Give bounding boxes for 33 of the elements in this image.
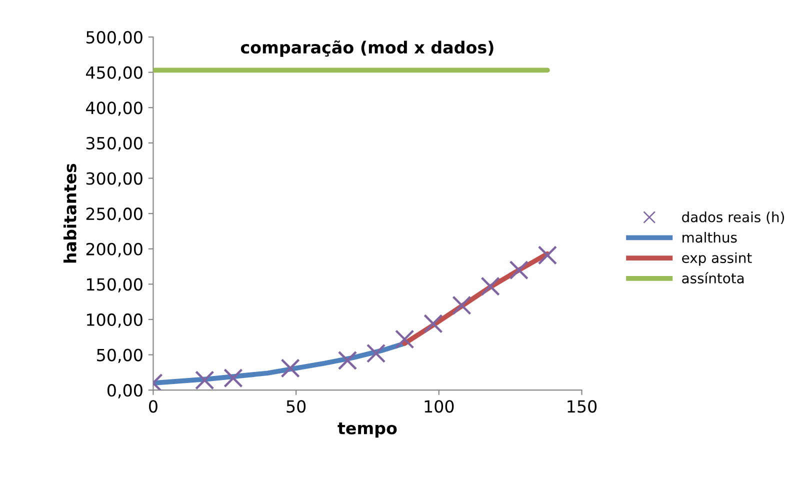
y-tick-label: 400,00 bbox=[86, 102, 142, 116]
x-tick-label: 0 bbox=[149, 400, 158, 413]
legend-label: dados reais (h) bbox=[682, 212, 784, 224]
y-axis-title: habitantes bbox=[63, 164, 76, 263]
legend-label: exp assint bbox=[682, 252, 752, 266]
x-axis-title: tempo bbox=[338, 422, 397, 438]
chart-title: comparação (mod x dados) bbox=[240, 40, 494, 57]
point bbox=[224, 368, 243, 388]
y-tick-label: 0,00 bbox=[107, 384, 142, 398]
point bbox=[195, 370, 214, 390]
y-tick-label: 300,00 bbox=[86, 172, 142, 187]
x-tick-label: 50 bbox=[286, 400, 306, 413]
x-tick-label: 100 bbox=[424, 400, 454, 413]
legend-label: assíntota bbox=[682, 272, 744, 284]
y-tick-label: 250,00 bbox=[86, 208, 142, 222]
point bbox=[424, 314, 443, 334]
point bbox=[366, 344, 386, 363]
y-tick-label: 50,00 bbox=[97, 348, 142, 364]
y-tick-label: 450,00 bbox=[86, 66, 142, 81]
y-tick-label: 500,00 bbox=[86, 30, 142, 46]
point bbox=[538, 246, 558, 265]
point bbox=[280, 358, 300, 378]
y-tick-label: 350,00 bbox=[86, 136, 142, 152]
point bbox=[480, 276, 500, 296]
x-tick-label: 150 bbox=[568, 400, 597, 413]
point bbox=[338, 350, 358, 370]
y-tick-label: 150,00 bbox=[87, 278, 142, 292]
y-tick-label: 200,00 bbox=[86, 242, 142, 258]
point bbox=[509, 260, 529, 280]
point bbox=[395, 330, 414, 349]
legend-label: malthus bbox=[682, 232, 737, 243]
point bbox=[452, 296, 472, 315]
y-tick-label: 100,00 bbox=[87, 313, 142, 328]
